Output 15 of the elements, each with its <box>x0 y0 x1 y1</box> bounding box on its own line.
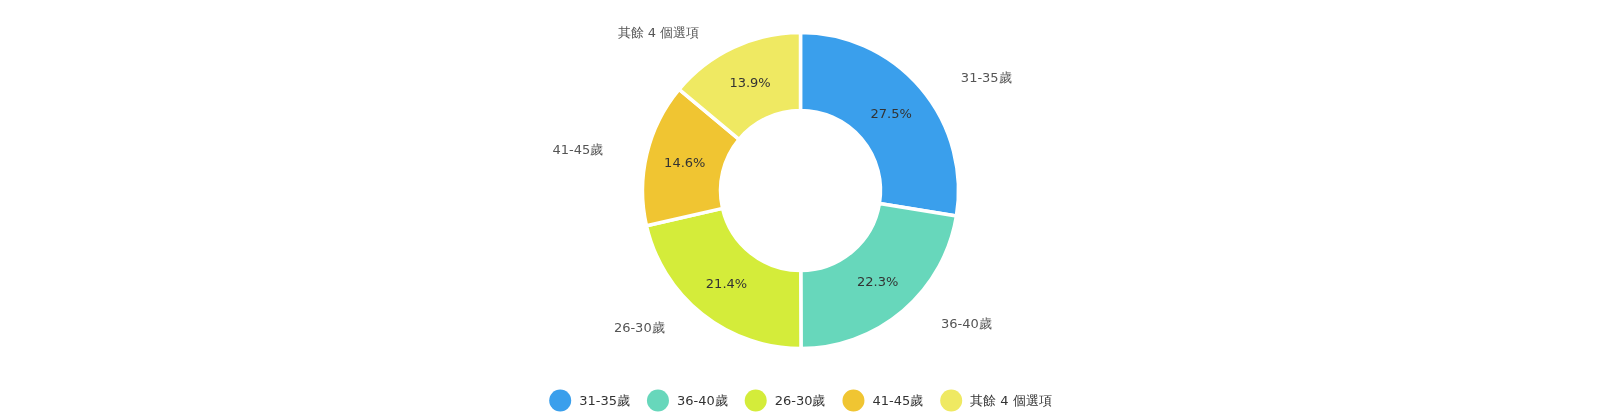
data-label: 13.9% <box>729 75 771 91</box>
slice-label: 26-30歲 <box>613 320 665 336</box>
slice-label: 36-40歲 <box>941 316 992 332</box>
slice-label: 41-45歲 <box>552 142 604 158</box>
data-label: 21.4% <box>705 276 748 292</box>
legend-label: 31-35歲 <box>579 393 630 408</box>
legend-label: 36-40歲 <box>676 393 728 408</box>
data-label: 22.3% <box>857 273 899 289</box>
legend-label: 26-30歲 <box>774 393 826 408</box>
legend-label: 41-45歲 <box>872 393 924 408</box>
slice-label: 其餘 4 個選項 <box>617 24 700 40</box>
data-label: 14.6% <box>664 155 706 171</box>
slice-label: 31-35歲 <box>960 69 1012 85</box>
legend-label: 其餘 4 個選項 <box>970 393 1052 408</box>
data-label: 27.5% <box>870 105 912 121</box>
